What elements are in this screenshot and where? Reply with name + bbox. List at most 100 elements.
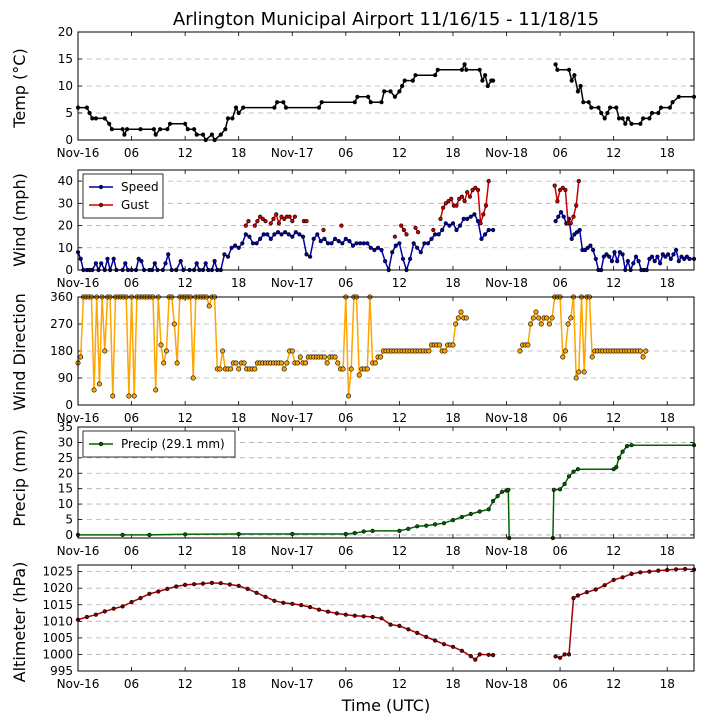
data-point [390, 250, 395, 255]
data-point [304, 252, 309, 257]
data-point [131, 393, 137, 399]
data-point [462, 62, 467, 67]
data-point [278, 360, 284, 366]
data-point [311, 236, 316, 241]
data-point [111, 606, 116, 611]
data-point [483, 203, 489, 208]
data-point [491, 652, 496, 658]
data-point [333, 236, 338, 241]
y-tick-label: 1020 [42, 581, 73, 595]
data-point [647, 256, 652, 262]
data-point [261, 232, 266, 237]
y-tick-label: 10 [58, 241, 73, 255]
data-point [415, 245, 420, 250]
y-tick-label: 25 [58, 451, 73, 465]
data-point [459, 648, 465, 653]
data-point [243, 223, 248, 228]
x-tick-label: 06 [338, 276, 353, 290]
data-point [486, 507, 491, 512]
data-point [274, 212, 279, 217]
data-point [209, 132, 214, 137]
data-point [400, 83, 405, 89]
data-point [633, 254, 639, 259]
data-point [533, 309, 539, 315]
x-tick-label: Nov-18 [485, 276, 528, 290]
data-point [670, 100, 675, 105]
data-point [679, 254, 684, 259]
data-point [461, 216, 466, 221]
x-tick-label: 06 [124, 276, 139, 290]
data-point [440, 227, 445, 233]
data-point [252, 366, 258, 372]
data-point [397, 528, 402, 534]
data-point [475, 187, 481, 193]
x-tick-label: 06 [552, 411, 567, 425]
data-point [676, 94, 681, 99]
data-point [152, 261, 157, 266]
y-tick-label: 15 [58, 52, 73, 66]
data-point [279, 232, 284, 237]
data-point [364, 366, 370, 372]
series-line [78, 444, 694, 539]
x-tick-label: 18 [231, 411, 246, 425]
data-point [352, 530, 357, 536]
data-point [450, 342, 456, 348]
data-point [233, 243, 238, 248]
data-point [254, 241, 259, 246]
data-point [551, 487, 556, 493]
data-point [477, 652, 482, 657]
series-precip-0 [75, 443, 697, 541]
data-point [254, 590, 259, 595]
data-point [347, 239, 352, 244]
data-point [245, 586, 250, 592]
data-point [657, 261, 663, 266]
data-point [546, 321, 552, 327]
data-point [392, 234, 398, 239]
x-tick-label: Nov-16 [57, 411, 100, 425]
data-point [87, 110, 92, 116]
data-point [574, 230, 580, 235]
data-point [585, 245, 590, 250]
data-point [139, 259, 144, 264]
x-tick-label: Nov-16 [57, 677, 100, 691]
data-point [318, 239, 323, 244]
data-point [315, 232, 320, 237]
legend: Precip (29.1 mm) [82, 430, 236, 458]
data-point [174, 360, 180, 366]
data-point [339, 223, 344, 228]
data-point [240, 241, 245, 246]
data-point [183, 582, 188, 588]
data-point [486, 227, 491, 233]
data-point [392, 94, 398, 99]
x-tick-label: 18 [660, 677, 675, 691]
data-point [297, 232, 302, 237]
data-point [561, 214, 566, 219]
data-point [495, 494, 500, 499]
data-point [297, 354, 303, 360]
data-point [303, 360, 309, 366]
data-point [568, 315, 574, 321]
legend-label: Speed [121, 180, 159, 194]
data-point [658, 105, 664, 110]
data-point [272, 232, 277, 237]
x-tick-label: 12 [392, 146, 407, 160]
data-point [441, 205, 446, 210]
x-tick-label: 06 [124, 146, 139, 160]
data-point [388, 89, 393, 94]
data-point [233, 360, 239, 366]
data-point [584, 590, 590, 595]
data-point [352, 613, 357, 618]
x-tick-label: 06 [124, 544, 139, 558]
y-tick-label: 1010 [42, 614, 73, 628]
x-tick-label: 12 [177, 677, 192, 691]
y-tick-label: 1000 [42, 647, 73, 661]
data-point [138, 127, 143, 132]
data-point [465, 216, 470, 221]
data-point [379, 616, 384, 621]
y-tick-label: 0 [65, 133, 73, 147]
data-point [230, 116, 235, 121]
data-point [604, 252, 609, 257]
data-point [379, 100, 384, 105]
data-point [111, 256, 116, 262]
